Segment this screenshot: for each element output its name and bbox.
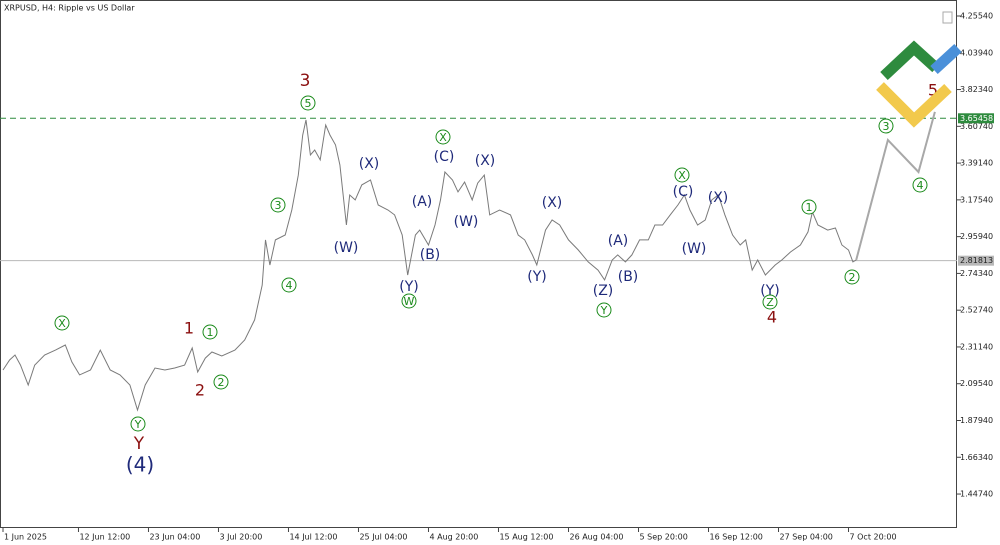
wave-circle — [281, 277, 297, 293]
wave-label: 3 — [275, 199, 282, 212]
y-tick-label: 2.95940 — [960, 232, 993, 241]
y-tick-label: 2.09540 — [960, 379, 993, 388]
wave-label: (W) — [454, 214, 479, 230]
wave-label: (A) — [608, 233, 629, 249]
marks: 1.44740 1.66340 1.87940 2.09540 2.31140 2.527… — [0, 12, 994, 542]
y-tick-label: 4.03940 — [960, 48, 993, 57]
y-tick-label: 3.39140 — [960, 159, 993, 168]
wave-label: (C) — [673, 184, 694, 200]
wave-label: 4 — [767, 308, 777, 327]
wave-label: (X) — [542, 195, 563, 211]
x-tick-label: 26 Aug 04:00 — [569, 533, 623, 542]
x-tick-label: 16 Sep 12:00 — [709, 533, 762, 542]
wave-circle — [270, 197, 286, 213]
wave-label: Y — [134, 418, 142, 431]
price-tag — [958, 255, 994, 266]
price-tag-label: 2.81813 — [960, 256, 993, 265]
wave-circle — [596, 302, 612, 318]
wave-label: (B) — [618, 269, 639, 285]
wave-label: (Y) — [399, 279, 418, 295]
wave-circle — [54, 315, 70, 331]
wave-label: (4) — [126, 453, 154, 477]
wave-label: 5 — [928, 81, 938, 100]
wave-label: (Y) — [527, 269, 546, 285]
wave-circle — [878, 118, 894, 134]
y-tick-label: 1.44740 — [960, 490, 993, 499]
wave-label: (W) — [682, 241, 707, 257]
chart-title: XRPUSD, H4: Ripple vs US Dollar — [4, 4, 135, 13]
wave-circle — [300, 95, 316, 111]
y-tick-label: 1.66340 — [960, 453, 993, 462]
plot-frame — [0, 0, 957, 528]
price-tag-label: 3.65458 — [960, 114, 993, 123]
wave-label: 4 — [286, 279, 293, 292]
x-tick-label: 1 Jun 2025 — [4, 533, 47, 542]
wave-label: (X) — [708, 190, 729, 206]
y-tick-label: 2.31140 — [960, 342, 993, 351]
y-tick-label: 2.52740 — [960, 306, 993, 315]
x-tick-label: 25 Jul 04:00 — [359, 533, 407, 542]
wave-label: (W) — [334, 240, 359, 256]
x-tick-label: 12 Jun 12:00 — [79, 533, 130, 542]
wave-label: X — [678, 169, 686, 182]
wave-label: (X) — [475, 153, 496, 169]
wave-label: 3 — [883, 120, 890, 133]
x-tick-label: 15 Aug 12:00 — [499, 533, 553, 542]
x-tick-label: 3 Jul 20:00 — [219, 533, 262, 542]
wave-label: 2 — [195, 381, 205, 400]
wave-label: Y — [133, 434, 145, 454]
panel-button[interactable] — [942, 11, 953, 24]
x-tick-label: 7 Oct 20:00 — [849, 533, 896, 542]
wave-label: (Y) — [760, 283, 779, 299]
price-tag — [958, 113, 994, 124]
wave-label: 5 — [305, 97, 312, 110]
wave-circle — [674, 167, 690, 183]
wave-label: (A) — [412, 194, 433, 210]
wave-circle — [762, 294, 778, 310]
logo — [876, 40, 962, 128]
y-tick-label: 4.25540 — [960, 12, 993, 21]
wave-label: 2 — [849, 271, 856, 284]
wave-circle — [801, 199, 817, 215]
y-tick-label: 3.82340 — [960, 85, 993, 94]
x-tick-label: 14 Jul 12:00 — [289, 533, 337, 542]
wave-circle — [130, 416, 146, 432]
wave-label: (C) — [434, 149, 455, 165]
wave-label: X — [439, 131, 447, 144]
wave-label: (X) — [359, 156, 380, 172]
y-tick-label: 3.17540 — [960, 195, 993, 204]
wave-label: 1 — [184, 319, 194, 338]
x-tick-label: 5 Sep 20:00 — [639, 533, 687, 542]
wave-label: Y — [600, 304, 608, 317]
wave-circle — [401, 293, 417, 309]
price-line — [2, 119, 857, 412]
wave-circle — [844, 269, 860, 285]
wave-circle — [912, 177, 928, 193]
wave-label: 4 — [917, 179, 924, 192]
wave-label: 1 — [806, 201, 813, 214]
wave-label: W — [404, 295, 415, 308]
wave-label: 3 — [300, 71, 311, 91]
wave-label: (Z) — [593, 283, 614, 299]
wave-label: 2 — [218, 376, 225, 389]
x-tick-label: 27 Sep 04:00 — [779, 533, 832, 542]
y-tick-label: 3.60740 — [960, 122, 993, 131]
x-tick-label: 4 Aug 20:00 — [429, 533, 478, 542]
wave-circle — [435, 129, 451, 145]
wave-label: (B) — [420, 247, 441, 263]
wave-circle — [213, 374, 229, 390]
wave-circle — [202, 324, 218, 340]
wave-label: X — [58, 317, 66, 330]
wave-label: Z — [766, 296, 774, 309]
x-tick-label: 23 Jun 04:00 — [149, 533, 200, 542]
y-tick-label: 2.74340 — [960, 269, 993, 278]
y-tick-label: 1.87940 — [960, 416, 993, 425]
wave-label: 1 — [207, 326, 214, 339]
price-line — [855, 111, 936, 261]
